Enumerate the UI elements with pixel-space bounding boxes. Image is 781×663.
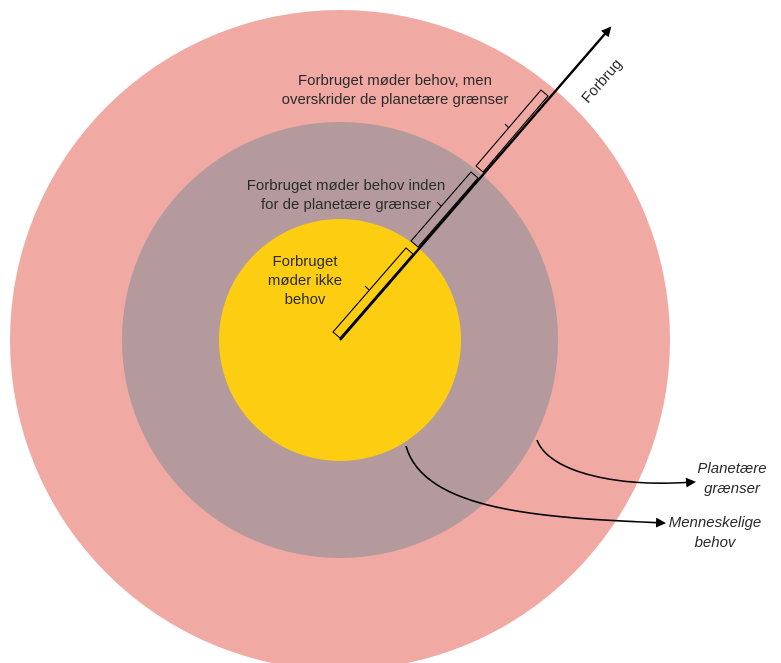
bracket-tick-middle [436, 201, 442, 207]
outer-zone-label-2: overskrider de planetære grænser [282, 91, 509, 108]
legend-human-label-2: behov [695, 534, 737, 551]
bracket-inner-zone [332, 247, 414, 339]
legend-planetary-label-1: Planetære [697, 460, 766, 477]
bracket-middle-zone [410, 171, 479, 248]
consumption-axis-arrow [339, 26, 612, 341]
axis-label-forbrug: Forbrug [578, 56, 625, 107]
inner-zone-label-3: behov [285, 291, 326, 308]
bracket-outer-zone [475, 89, 549, 173]
planetary-boundary-leader-arrow [536, 439, 696, 488]
legend-human-label-1: Menneskelige [669, 514, 762, 531]
middle-zone-label-1: Forbruget møder behov inden [247, 177, 445, 194]
human-needs-leader-arrow [405, 445, 666, 528]
legend-planetary-label-2: grænser [704, 480, 761, 497]
bracket-tick-inner [364, 285, 370, 291]
outer-zone-label-1: Forbruget møder behov, men [298, 72, 492, 89]
middle-zone-label-2: for de planetære grænser [261, 196, 431, 213]
inner-zone-label-1: Forbruget [272, 253, 338, 270]
inner-zone-label-2: møder ikke [268, 272, 342, 289]
bracket-tick-outer [504, 123, 510, 129]
